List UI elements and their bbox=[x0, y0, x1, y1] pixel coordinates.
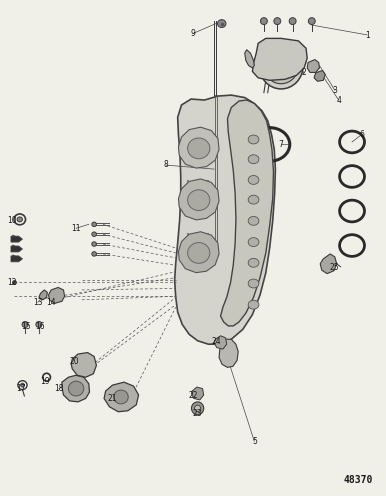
Ellipse shape bbox=[248, 155, 259, 164]
Ellipse shape bbox=[274, 18, 281, 25]
Ellipse shape bbox=[261, 18, 267, 25]
Ellipse shape bbox=[92, 251, 96, 256]
Ellipse shape bbox=[17, 217, 22, 222]
Ellipse shape bbox=[188, 190, 210, 210]
Ellipse shape bbox=[195, 405, 201, 412]
Polygon shape bbox=[62, 375, 90, 402]
Ellipse shape bbox=[113, 390, 128, 404]
Text: 2: 2 bbox=[302, 68, 306, 77]
Text: 23: 23 bbox=[192, 409, 201, 418]
Ellipse shape bbox=[264, 47, 298, 84]
Ellipse shape bbox=[248, 238, 259, 247]
Polygon shape bbox=[49, 288, 64, 303]
Polygon shape bbox=[71, 353, 96, 377]
Polygon shape bbox=[11, 246, 22, 252]
Ellipse shape bbox=[36, 321, 42, 327]
Polygon shape bbox=[320, 254, 337, 274]
Ellipse shape bbox=[92, 222, 96, 227]
Polygon shape bbox=[314, 70, 325, 81]
Polygon shape bbox=[174, 95, 275, 344]
Ellipse shape bbox=[92, 242, 96, 247]
Polygon shape bbox=[104, 382, 139, 412]
Text: 3: 3 bbox=[332, 86, 337, 95]
Ellipse shape bbox=[289, 18, 296, 25]
Text: 22: 22 bbox=[188, 391, 198, 400]
Ellipse shape bbox=[248, 258, 259, 267]
Ellipse shape bbox=[259, 42, 303, 89]
Ellipse shape bbox=[92, 232, 96, 237]
Ellipse shape bbox=[188, 243, 210, 263]
Polygon shape bbox=[178, 232, 219, 273]
Ellipse shape bbox=[22, 321, 28, 327]
Polygon shape bbox=[220, 100, 273, 326]
Text: 24: 24 bbox=[211, 337, 221, 346]
Text: 18: 18 bbox=[54, 384, 64, 393]
Text: 13: 13 bbox=[33, 298, 42, 307]
Text: 25: 25 bbox=[330, 263, 340, 272]
Ellipse shape bbox=[248, 176, 259, 185]
Text: 6: 6 bbox=[359, 130, 364, 139]
Polygon shape bbox=[178, 127, 219, 168]
Text: 16: 16 bbox=[35, 322, 44, 331]
Text: 14: 14 bbox=[46, 298, 56, 307]
Text: 5: 5 bbox=[252, 437, 257, 446]
Ellipse shape bbox=[218, 20, 226, 28]
Text: 20: 20 bbox=[69, 357, 79, 366]
Ellipse shape bbox=[308, 18, 315, 25]
Polygon shape bbox=[245, 50, 254, 68]
Text: 4: 4 bbox=[336, 96, 341, 105]
Ellipse shape bbox=[248, 300, 259, 309]
Text: 1: 1 bbox=[365, 31, 370, 40]
Ellipse shape bbox=[248, 135, 259, 144]
Polygon shape bbox=[191, 387, 204, 400]
Text: 8: 8 bbox=[164, 160, 169, 169]
Polygon shape bbox=[178, 179, 219, 220]
Ellipse shape bbox=[248, 279, 259, 288]
Text: 48370: 48370 bbox=[344, 475, 373, 485]
Text: 11: 11 bbox=[71, 224, 81, 233]
Polygon shape bbox=[252, 38, 307, 80]
Ellipse shape bbox=[20, 383, 24, 387]
Polygon shape bbox=[39, 290, 47, 300]
Text: 10: 10 bbox=[7, 216, 17, 225]
Polygon shape bbox=[219, 339, 238, 368]
Text: 17: 17 bbox=[16, 384, 25, 393]
Polygon shape bbox=[214, 336, 227, 349]
Text: 7: 7 bbox=[279, 140, 284, 149]
Text: 19: 19 bbox=[41, 376, 50, 386]
Text: 21: 21 bbox=[108, 394, 117, 403]
Text: 9: 9 bbox=[191, 29, 195, 38]
Ellipse shape bbox=[248, 195, 259, 204]
Polygon shape bbox=[11, 256, 22, 262]
Ellipse shape bbox=[68, 381, 84, 396]
Text: 12: 12 bbox=[7, 278, 17, 287]
Ellipse shape bbox=[191, 402, 204, 415]
Text: 15: 15 bbox=[22, 322, 31, 331]
Polygon shape bbox=[11, 236, 22, 242]
Ellipse shape bbox=[188, 138, 210, 159]
Ellipse shape bbox=[248, 216, 259, 225]
Polygon shape bbox=[307, 60, 320, 72]
